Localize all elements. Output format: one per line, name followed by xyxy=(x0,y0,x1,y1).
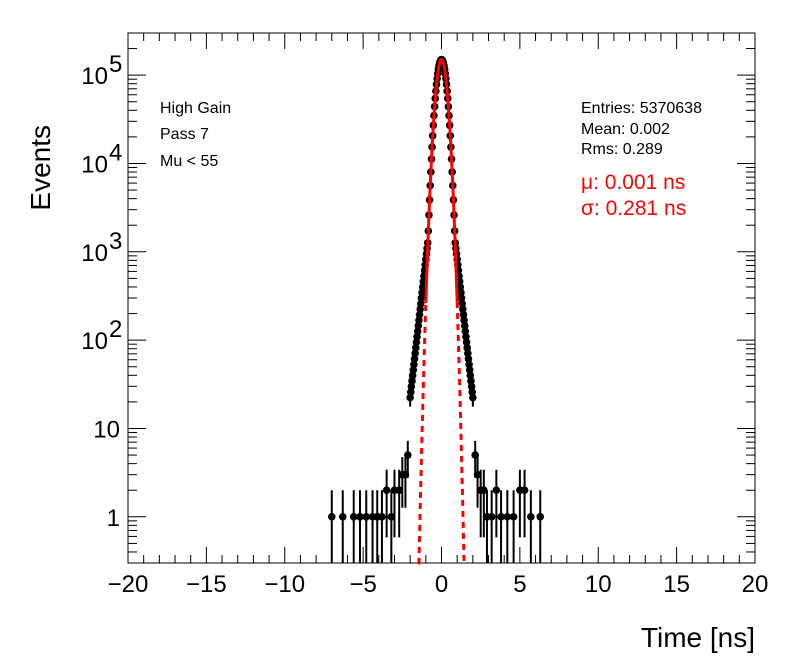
x-tick-label: 10 xyxy=(585,571,612,598)
data-point xyxy=(362,513,371,521)
data-point xyxy=(463,344,472,352)
y-tick-label: 10 xyxy=(81,151,108,178)
data-point xyxy=(464,349,472,358)
data-point xyxy=(497,513,505,521)
data-point xyxy=(471,451,480,459)
x-tick-label: 0 xyxy=(435,571,448,598)
data-point xyxy=(459,305,467,313)
data-point xyxy=(415,316,423,325)
y-tick-label: 10 xyxy=(81,63,108,90)
data-point xyxy=(460,316,468,325)
data-point xyxy=(413,327,422,336)
data-point xyxy=(349,513,358,521)
fit-curve-core xyxy=(424,58,459,304)
stats-entries: Entries: 5370638 xyxy=(581,100,702,117)
y-tick-label: 10 xyxy=(93,416,120,443)
data-point xyxy=(410,360,418,369)
data-point xyxy=(411,349,419,358)
data-point xyxy=(378,513,386,521)
data-point xyxy=(417,299,425,308)
data-point xyxy=(382,486,391,495)
y-tick-exponent: 4 xyxy=(109,139,122,166)
data-point xyxy=(403,451,412,459)
data-point xyxy=(503,513,512,521)
histogram-points xyxy=(327,55,545,563)
data-point xyxy=(527,513,535,521)
data-point xyxy=(460,321,469,330)
fit-curve-right-tail xyxy=(455,301,466,565)
x-tick-label: 20 xyxy=(742,571,769,598)
y-axis-title: Events xyxy=(25,125,56,211)
data-point xyxy=(416,305,424,313)
data-point xyxy=(461,327,470,336)
data-point xyxy=(412,338,421,347)
label-mu: Mu < 55 xyxy=(160,153,218,170)
x-tick-label: −5 xyxy=(349,571,376,598)
fit-mu-value: μ: 0.001 ns xyxy=(581,171,685,194)
x-tick-label: 5 xyxy=(513,571,526,598)
label-pass: Pass 7 xyxy=(160,126,209,143)
data-point xyxy=(469,393,477,402)
data-point xyxy=(338,513,347,521)
data-point xyxy=(387,513,396,521)
data-point xyxy=(414,321,423,330)
y-tick-exponent: 3 xyxy=(109,228,122,255)
data-point xyxy=(417,294,426,302)
data-point xyxy=(456,283,465,291)
data-point xyxy=(413,332,421,341)
data-point xyxy=(462,338,471,347)
data-point xyxy=(462,332,470,341)
data-point xyxy=(458,299,466,308)
fit-sigma-value: σ: 0.281 ns xyxy=(581,197,686,220)
x-tick-label: −10 xyxy=(264,571,305,598)
y-tick-label: 10 xyxy=(81,328,108,355)
data-point xyxy=(356,513,364,521)
data-point xyxy=(410,355,419,363)
y-tick-exponent: 5 xyxy=(109,51,122,78)
label-high-gain: High Gain xyxy=(160,100,231,117)
x-tick-label: −15 xyxy=(186,571,227,598)
fit-curve-left-tail xyxy=(417,302,428,565)
data-point xyxy=(465,360,473,369)
y-tick-exponent: 2 xyxy=(109,316,122,343)
data-point xyxy=(418,283,427,291)
data-point xyxy=(327,513,336,521)
data-point xyxy=(395,486,403,495)
data-point xyxy=(487,513,496,521)
x-tick-label: 15 xyxy=(663,571,690,598)
x-axis-title: Time [ns] xyxy=(641,622,755,653)
data-point xyxy=(480,486,488,495)
x-axis-ticks: −20 −15 −10 −5 0 5 10 15 20 xyxy=(108,33,769,598)
data-point xyxy=(459,310,468,319)
y-tick-label: 1 xyxy=(107,505,120,532)
data-point xyxy=(415,310,424,319)
stats-mean: Mean: 0.002 xyxy=(581,121,670,138)
data-point xyxy=(520,486,529,495)
data-point xyxy=(536,513,545,521)
data-point xyxy=(411,344,420,352)
data-point xyxy=(473,470,482,479)
data-point xyxy=(492,486,501,495)
x-tick-label: −20 xyxy=(108,571,149,598)
stats-rms: Rms: 0.289 xyxy=(581,141,663,158)
data-point xyxy=(509,513,518,521)
data-point xyxy=(418,288,426,297)
data-point xyxy=(457,294,466,302)
data-point xyxy=(457,288,465,297)
data-point xyxy=(464,355,473,363)
y-tick-label: 10 xyxy=(81,240,108,267)
